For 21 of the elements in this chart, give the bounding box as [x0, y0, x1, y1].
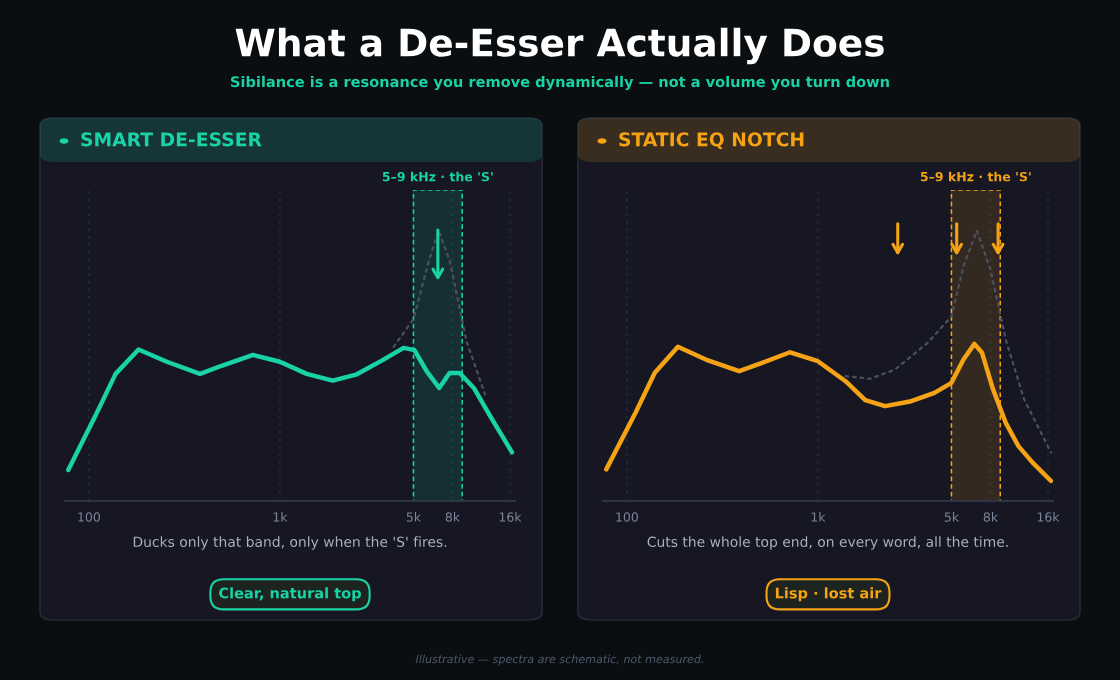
- chart-title: SMART DE-ESSER: [81, 132, 262, 147]
- text: Lisp · lost air: [775, 587, 882, 602]
- x-tick-label: 100: [616, 512, 638, 522]
- text: Cuts the whole top end, on every word, all the time.: [647, 536, 1008, 550]
- band-label: 5–9 kHz · the 'S': [382, 171, 493, 182]
- x-tick-label: 16k: [1037, 512, 1060, 522]
- x-tick-label: 5k: [406, 512, 422, 522]
- text: Ducks only that band, only when the 'S' fires.: [133, 536, 447, 550]
- x-tick-label: 100: [78, 512, 100, 522]
- x-tick-label: 8k: [445, 512, 461, 522]
- text: Sibilance is a resonance you remove dynamically — not a volume you turn down: [231, 75, 889, 91]
- x-tick-label: 1k: [273, 512, 288, 522]
- text: What a De-Esser Actually Does: [235, 27, 884, 65]
- band-label: 5–9 kHz · the 'S': [920, 171, 1031, 182]
- x-tick-label: 1k: [811, 512, 826, 522]
- text: Clear, natural top: [219, 587, 361, 602]
- chart-title: STATIC EQ NOTCH: [619, 132, 804, 149]
- text: Illustrative — spectra are schematic, not measured.: [415, 654, 703, 666]
- x-tick-label: 16k: [499, 512, 522, 522]
- x-tick-label: 8k: [983, 512, 999, 522]
- x-tick-label: 5k: [944, 512, 960, 522]
